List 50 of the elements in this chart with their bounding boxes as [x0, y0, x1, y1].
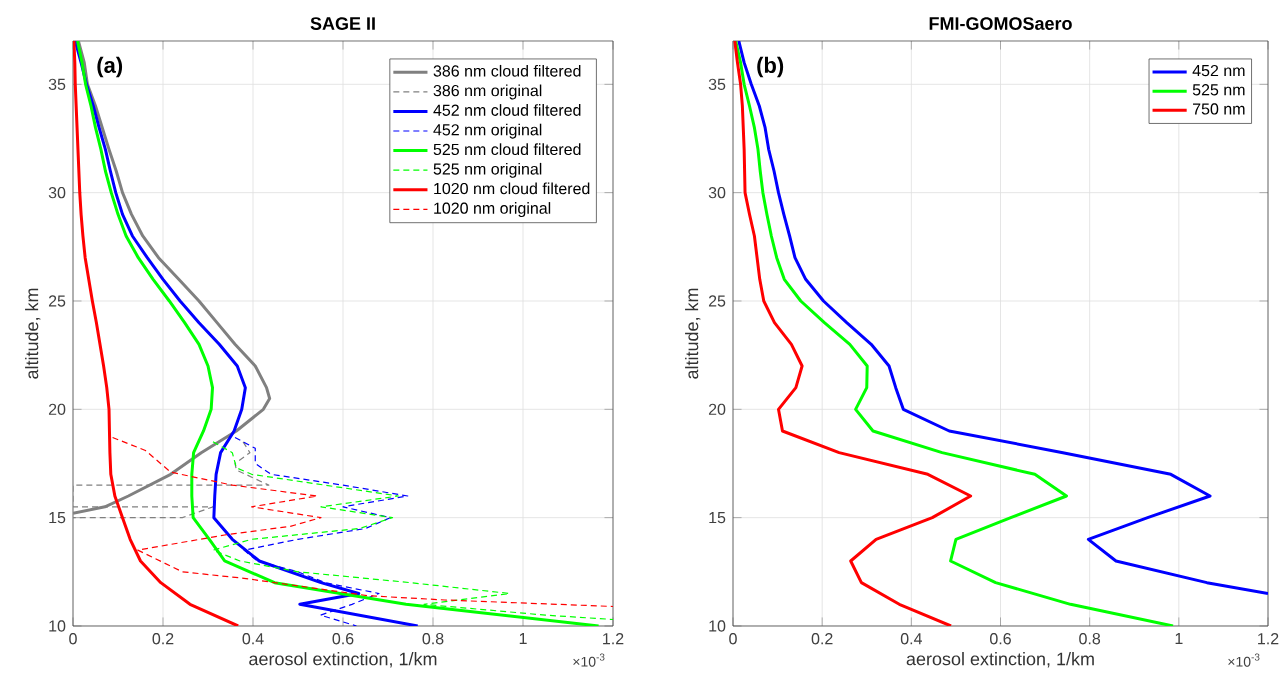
x-tick-label: 0.8 — [422, 633, 444, 645]
text: ×10$^{-3}$ — [1228, 653, 1260, 667]
x-tick-label: 0.2 — [152, 633, 174, 645]
x-tick-label: 0.2 — [811, 633, 833, 645]
legend-label: 525 nm original — [433, 162, 542, 178]
legend-label: 525 nm cloud filtered — [433, 143, 581, 156]
x-tick-label: 0 — [729, 633, 737, 645]
y-tick-label: 30 — [708, 187, 726, 199]
legend-label: 452 nm original — [433, 123, 542, 139]
x-tick-label: 0.4 — [900, 633, 922, 645]
chart-title: FMI-GOMOSaero — [929, 17, 1072, 30]
line-series — [737, 40, 1268, 595]
x-tick-label: 1 — [519, 633, 527, 645]
x-tick-label: 0.6 — [990, 633, 1011, 645]
y-axis-title: altitude, km — [25, 288, 41, 379]
y-tick-label: 15 — [49, 512, 66, 524]
line-series — [734, 40, 1175, 626]
y-tick-label: 35 — [708, 78, 726, 90]
legend-label: 1020 nm cloud filtered — [434, 182, 590, 195]
legend-label: 750 nm — [1193, 103, 1245, 115]
y-tick-label: 15 — [709, 512, 726, 524]
x-tick-label: 1 — [1175, 633, 1183, 645]
line-series — [73, 40, 420, 626]
annotation: (a) — [97, 56, 123, 78]
x-axis-title: aerosol extinction, 1/km — [249, 652, 437, 668]
y-tick-label: 10 — [49, 620, 66, 632]
legend-label: 525 nm — [1192, 84, 1245, 96]
y-tick-label: 10 — [709, 620, 726, 632]
x-axis-title: aerosol extinction, 1/km — [906, 652, 1094, 668]
y-axis-title: altitude, km — [685, 288, 701, 379]
text: ×10$^{-3}$ — [573, 653, 605, 667]
x-tick-label: 0.6 — [332, 633, 354, 645]
y-tick-label: 25 — [48, 295, 66, 307]
legend-label: 452 nm cloud filtered — [433, 104, 581, 116]
legend-label: 1020 nm original — [434, 202, 551, 218]
x-tick-label: 0.4 — [242, 633, 264, 645]
legend-label: 386 nm cloud filtered — [433, 64, 581, 77]
legend-label: 452 nm — [1192, 64, 1245, 77]
y-tick-label: 30 — [48, 187, 66, 199]
y-tick-label: 35 — [48, 78, 66, 90]
y-tick-label: 20 — [48, 403, 66, 415]
x-tick-label: 0 — [69, 633, 77, 645]
y-tick-label: 20 — [708, 403, 726, 415]
chart-title: SAGE II — [310, 17, 375, 30]
annotation: (b) — [757, 56, 784, 78]
x-tick-label: 1.2 — [1258, 633, 1279, 645]
x-tick-label: 0.8 — [1079, 633, 1101, 645]
x-tick-label: 1.2 — [603, 633, 624, 645]
legend-label: 386 nm original — [433, 84, 542, 100]
y-tick-label: 25 — [708, 295, 726, 307]
